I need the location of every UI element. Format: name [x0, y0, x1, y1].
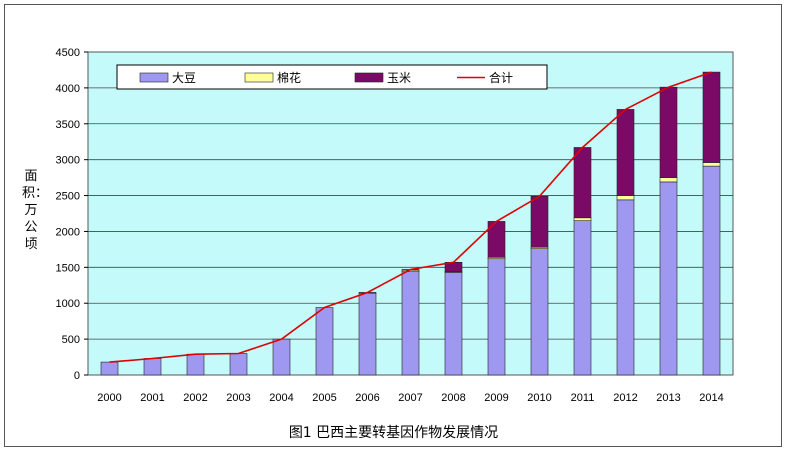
legend-label: 玉米	[387, 71, 411, 85]
x-tick-label: 2007	[398, 392, 422, 404]
bar-soybean	[186, 353, 205, 376]
y-tick-label: 4500	[56, 47, 80, 59]
x-tick-label: 2004	[269, 392, 293, 404]
bar-cotton	[702, 162, 721, 167]
x-tick-label: 2002	[183, 392, 207, 404]
y-tick-label: 500	[62, 334, 80, 346]
x-tick-label: 2001	[140, 392, 164, 404]
bar-corn	[702, 71, 721, 163]
x-tick-label: 2009	[484, 392, 508, 404]
y-tick-label: 0	[74, 370, 80, 382]
x-tick-label: 2005	[312, 392, 336, 404]
bar-cotton	[573, 217, 592, 221]
bar-cotton	[616, 195, 635, 201]
y-axis-label: 面积：万公顷	[22, 169, 49, 252]
bar-corn	[659, 86, 678, 178]
legend-label: 合计	[489, 70, 513, 85]
legend-swatch	[139, 72, 169, 83]
y-tick-label: 4000	[56, 83, 80, 95]
bar-soybean	[272, 338, 291, 376]
y-tick-label: 1500	[56, 262, 80, 274]
x-tick-label: 2006	[355, 392, 379, 404]
y-tick-label: 1000	[56, 298, 80, 310]
y-tick-label: 2500	[56, 191, 80, 203]
x-tick-label: 2014	[699, 392, 723, 404]
bar-soybean	[143, 358, 162, 376]
x-tick-label: 2012	[613, 392, 637, 404]
x-tick-label: 2011	[571, 392, 595, 404]
bar-soybean	[530, 248, 549, 376]
y-tick-label: 3000	[56, 155, 80, 167]
bar-soybean	[487, 258, 506, 376]
bar-soybean	[444, 272, 463, 376]
bar-soybean	[358, 292, 377, 376]
y-tick-label: 3500	[56, 119, 80, 131]
legend-swatch	[244, 72, 274, 83]
bar-corn	[616, 109, 635, 196]
bar-soybean	[315, 307, 334, 376]
bar-soybean	[702, 165, 721, 376]
x-tick-label: 2013	[656, 392, 680, 404]
total-line	[109, 71, 712, 363]
legend-swatch	[354, 72, 384, 83]
x-tick-label: 2003	[226, 392, 250, 404]
x-tick-label: 2008	[441, 392, 465, 404]
x-tick-label: 2000	[97, 392, 121, 404]
bar-corn	[573, 147, 592, 219]
bar-cotton	[659, 177, 678, 183]
bar-soybean	[659, 181, 678, 376]
bar-soybean	[401, 271, 420, 376]
x-tick-label: 2010	[527, 392, 551, 404]
legend-label: 棉花	[277, 70, 301, 85]
y-tick-label: 2000	[56, 226, 80, 238]
bar-soybean	[616, 199, 635, 376]
bar-soybean	[573, 220, 592, 376]
figure-caption: 图1 巴西主要转基因作物发展情况	[288, 425, 499, 441]
legend-label: 大豆	[172, 71, 196, 85]
bar-soybean	[100, 361, 119, 376]
bar-soybean	[229, 353, 248, 376]
bar-corn	[530, 195, 549, 248]
